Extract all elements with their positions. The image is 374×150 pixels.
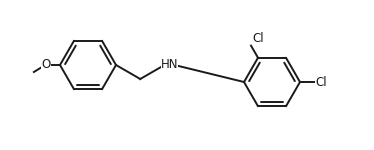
Text: O: O — [42, 58, 50, 72]
Text: Cl: Cl — [252, 32, 264, 45]
Text: HN: HN — [161, 58, 178, 72]
Text: Cl: Cl — [315, 75, 327, 88]
